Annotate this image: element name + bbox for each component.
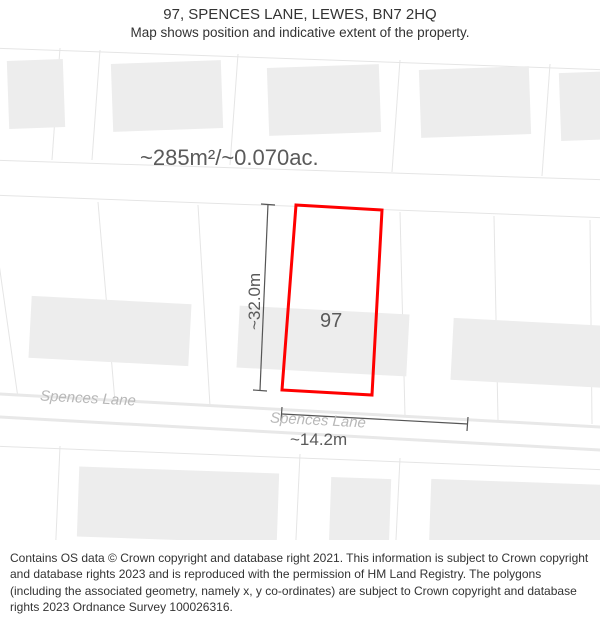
width-label: ~14.2m [290,430,347,450]
house-number: 97 [320,310,342,333]
map-area: ~285m²/~0.070ac. ~32.0m ~14.2m 97 Spence… [0,0,600,540]
page-title: 97, SPENCES LANE, LEWES, BN7 2HQ [10,6,590,23]
map-svg [0,0,600,540]
area-label: ~285m²/~0.070ac. [140,145,319,171]
header: 97, SPENCES LANE, LEWES, BN7 2HQ Map sho… [0,0,600,42]
copyright-text: Contains OS data © Crown copyright and d… [0,544,600,625]
height-label: ~32.0m [245,273,265,330]
page-subtitle: Map shows position and indicative extent… [10,25,590,40]
